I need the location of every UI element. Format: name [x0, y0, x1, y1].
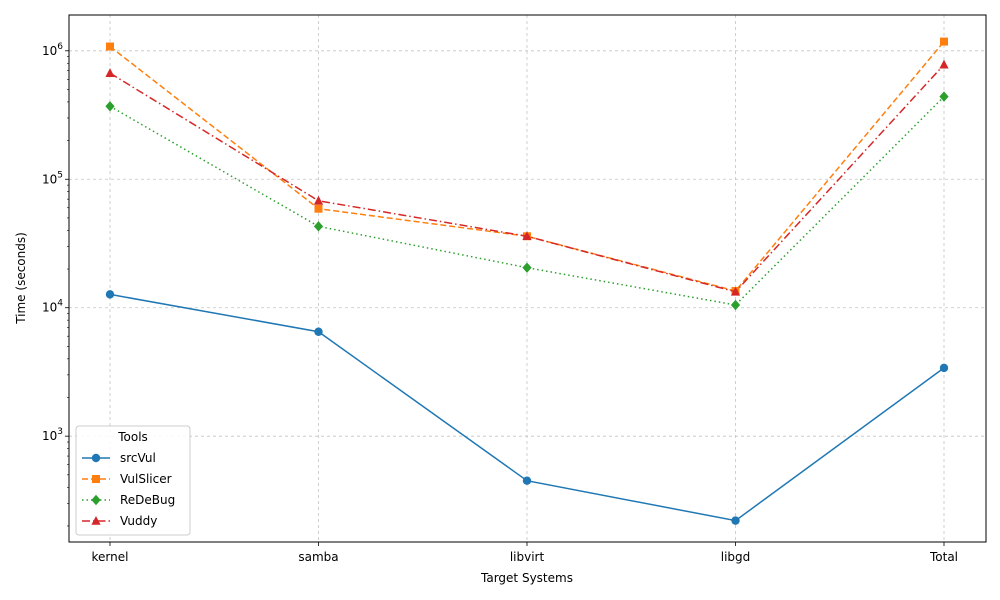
data-point-vulslicer [106, 42, 114, 51]
legend-title: Tools [117, 430, 148, 444]
y-axis-label: Time (seconds) [14, 232, 28, 325]
series-srcvul [105, 290, 949, 525]
x-tick-label: kernel [92, 550, 129, 564]
legend: Tools srcVul VulSlicer ReDeBug Vuddy [75, 425, 191, 536]
data-point-redebug [313, 221, 324, 232]
legend-box [75, 425, 191, 536]
legend-label: Vuddy [120, 514, 157, 528]
series-redebug [105, 91, 949, 311]
data-point-vuddy [313, 195, 324, 205]
series-vuddy [105, 59, 949, 296]
y-tick-label: 106 [42, 42, 63, 58]
legend-label: ReDeBug [120, 493, 175, 507]
legend-item-vuddy: Vuddy [82, 514, 157, 528]
data-point-redebug [522, 262, 532, 273]
data-point-srcvul [522, 476, 532, 485]
data-point-vulslicer [314, 204, 323, 213]
y-axis: 103 104 105 106 [42, 42, 69, 527]
legend-marker [91, 494, 101, 506]
data-point-srcvul [314, 327, 323, 336]
y-tick-label: 103 [42, 427, 63, 443]
x-axis-label: Target Systems [480, 571, 573, 585]
data-point-redebug [730, 299, 741, 311]
y-tick-label: 105 [42, 170, 63, 186]
data-point-vuddy [730, 286, 741, 296]
legend-marker [91, 516, 101, 525]
legend-marker [92, 475, 100, 483]
series-layer [105, 37, 949, 525]
plot-frame [68, 14, 987, 543]
data-point-srcvul [105, 290, 115, 299]
legend-item-redebug: ReDeBug [82, 493, 175, 507]
data-point-srcvul [939, 363, 949, 373]
x-axis: kernel samba libvirt libgd Total [92, 542, 958, 564]
data-point-vuddy [939, 59, 949, 69]
legend-item-srcvul: srcVul [82, 451, 156, 465]
x-tick-label: Total [929, 550, 958, 564]
legend-label: VulSlicer [120, 472, 172, 486]
x-tick-label: samba [298, 550, 338, 564]
data-point-redebug [939, 91, 949, 102]
y-tick-label: 104 [42, 299, 63, 315]
x-tick-label: libgd [721, 550, 751, 564]
legend-label: srcVul [120, 451, 156, 465]
data-point-vuddy [105, 68, 115, 77]
legend-marker [91, 453, 101, 463]
series-line-vulslicer [109, 41, 945, 292]
data-point-vulslicer [940, 37, 948, 46]
legend-item-vulslicer: VulSlicer [82, 472, 172, 486]
x-tick-label: libvirt [510, 550, 545, 564]
data-point-srcvul [731, 516, 740, 525]
data-point-redebug [105, 101, 115, 112]
data-point-vuddy [522, 231, 532, 241]
